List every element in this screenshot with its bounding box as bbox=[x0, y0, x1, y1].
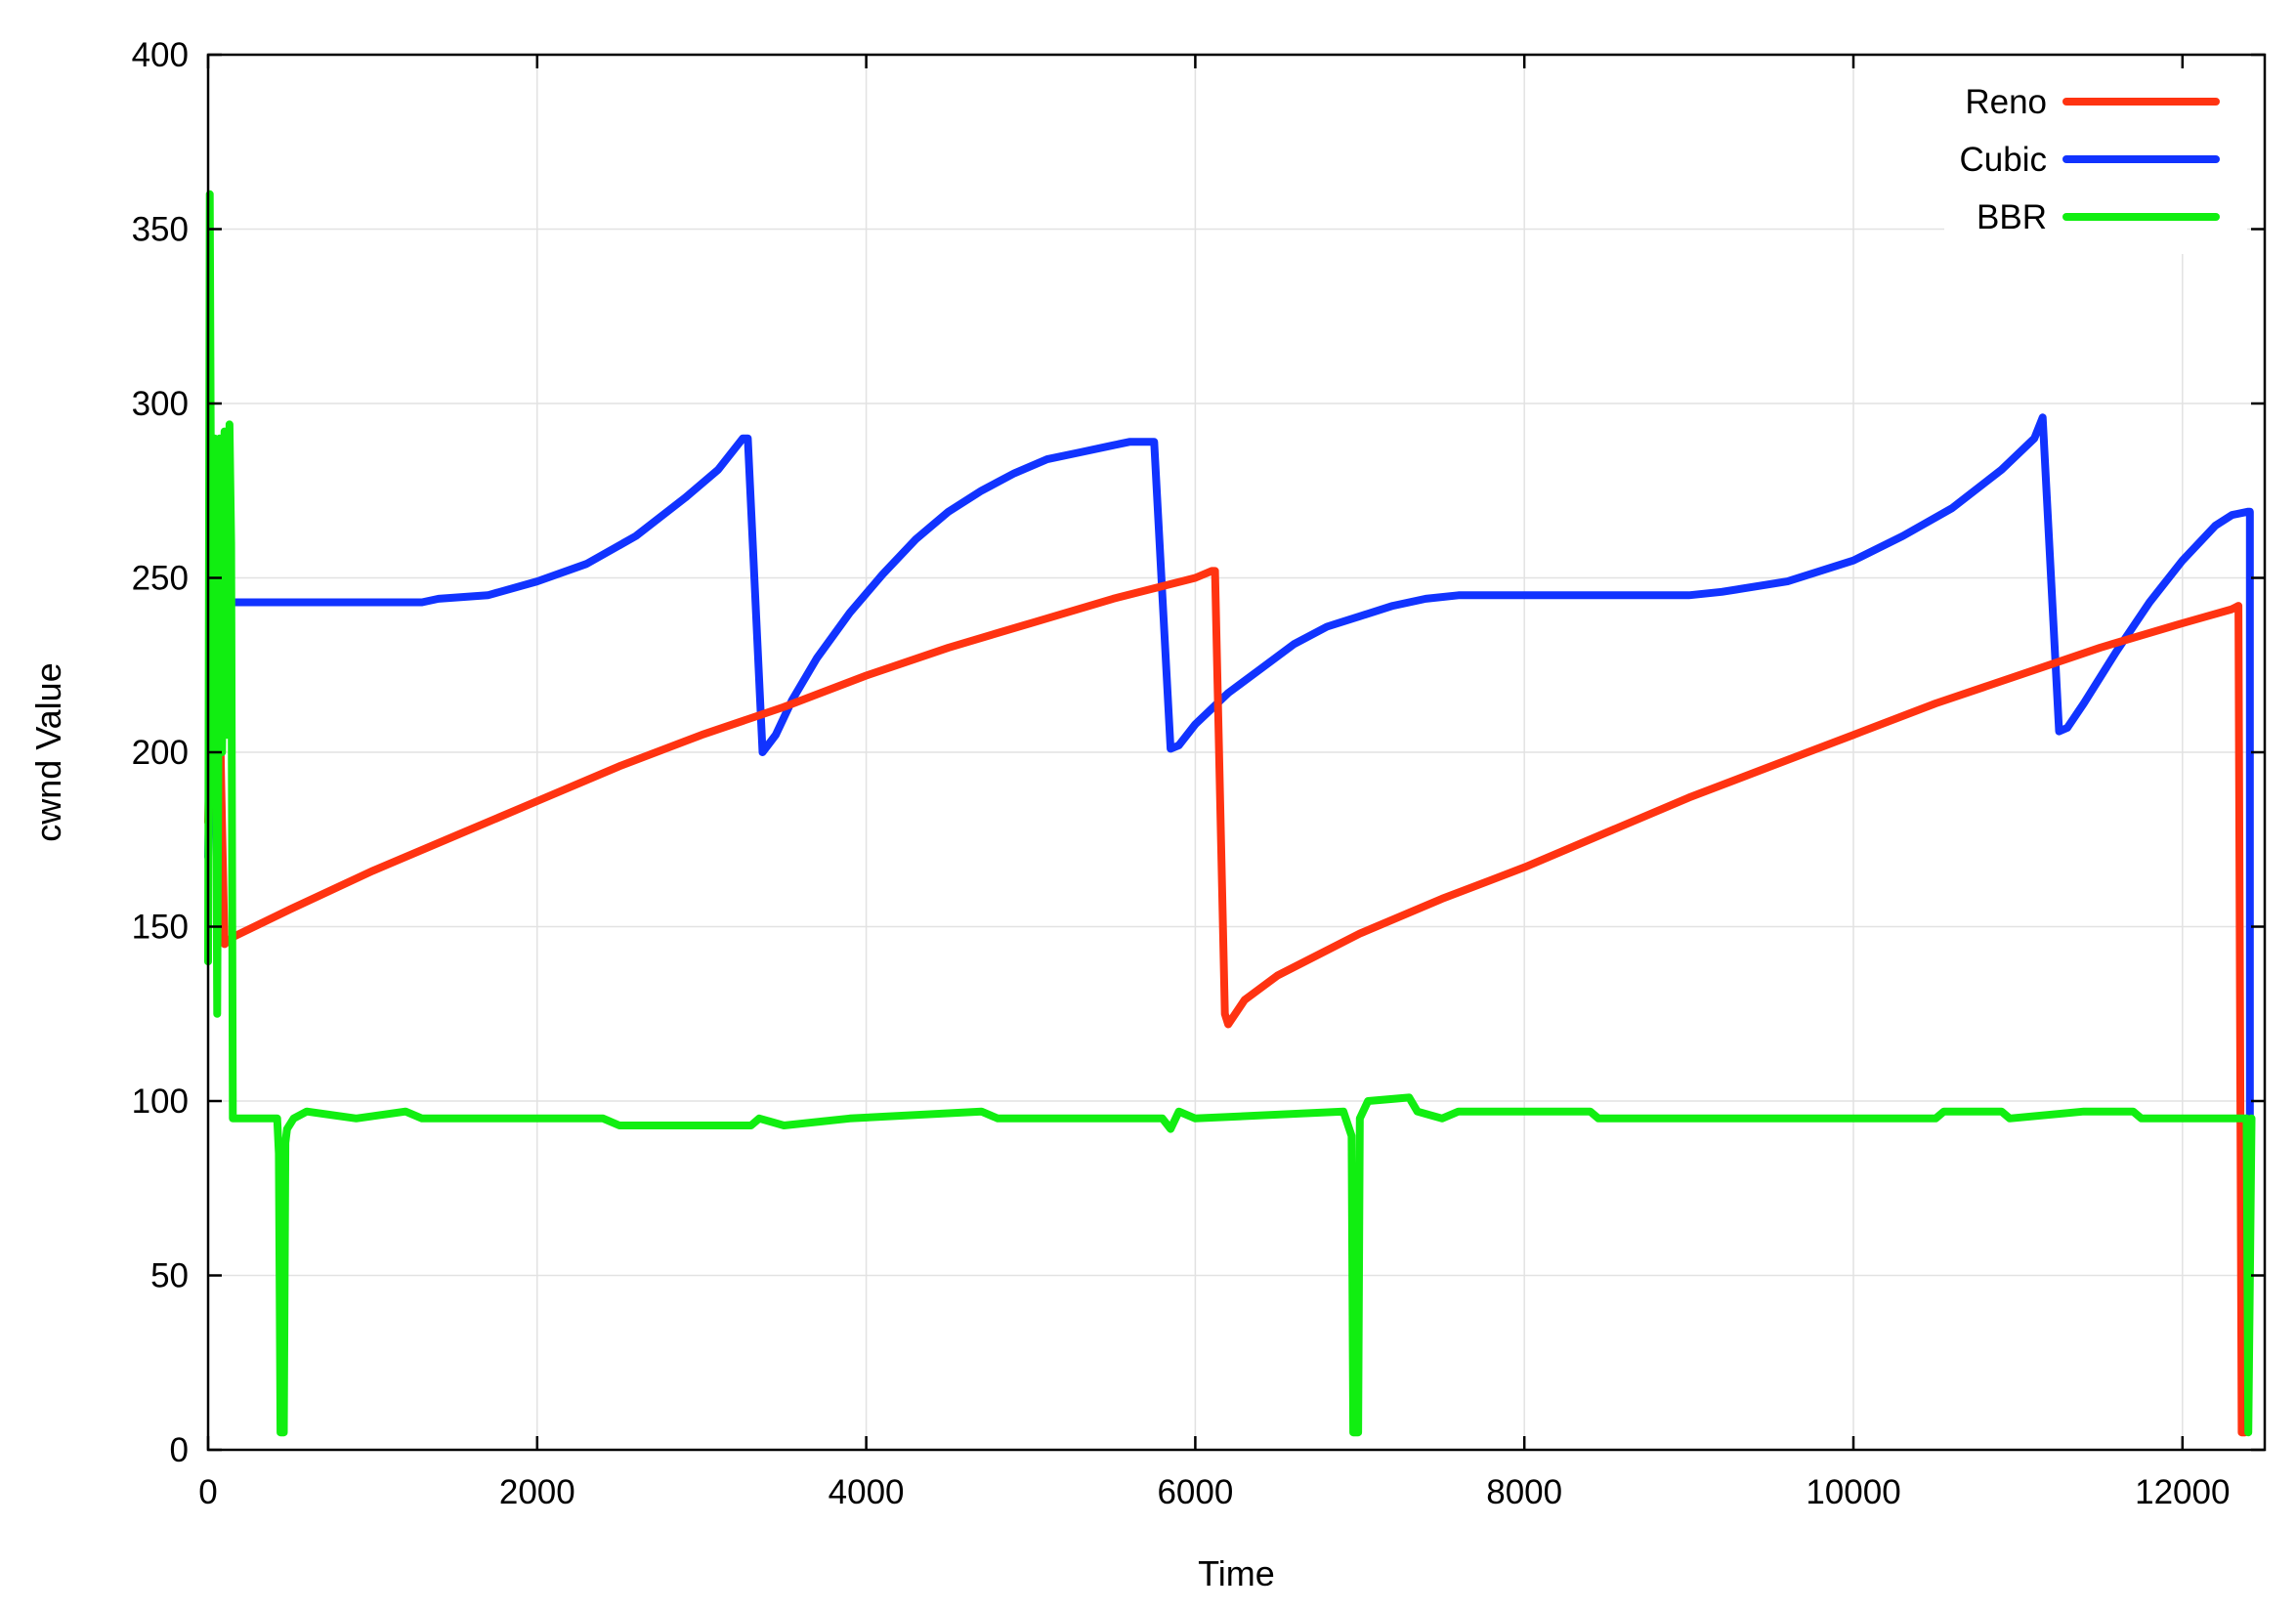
series-line-reno bbox=[204, 567, 2249, 1437]
x-tick-label: 12000 bbox=[2135, 1473, 2230, 1511]
x-tick-label: 4000 bbox=[829, 1473, 905, 1511]
y-tick-label: 150 bbox=[132, 909, 189, 947]
x-tick-label: 8000 bbox=[1486, 1473, 1562, 1511]
grid bbox=[207, 54, 2265, 1451]
y-tick-label: 350 bbox=[132, 211, 189, 249]
y-tick-label: 50 bbox=[150, 1257, 189, 1295]
y-tick-label: 100 bbox=[132, 1082, 189, 1121]
y-tick-label: 0 bbox=[170, 1431, 189, 1469]
legend-label-bbr: BBR bbox=[1977, 198, 2047, 236]
y-tick-label: 200 bbox=[132, 734, 189, 772]
y-tick-label: 300 bbox=[132, 385, 189, 423]
x-axis-title: Time bbox=[1198, 1553, 1275, 1593]
series-layer bbox=[204, 190, 2256, 1437]
legend-label-cubic: Cubic bbox=[1960, 141, 2047, 179]
x-tick-label: 6000 bbox=[1157, 1473, 1233, 1511]
y-axis-title: cwnd Value bbox=[28, 662, 68, 841]
series-line-bbr bbox=[204, 190, 2256, 1437]
x-tick-label: 2000 bbox=[499, 1473, 575, 1511]
y-tick-label: 400 bbox=[132, 36, 189, 74]
x-tick-label: 10000 bbox=[1806, 1473, 1900, 1511]
axis-ticks: 0 2000 4000 6000 8000 10000 12000 0 50 100 150 200 2… bbox=[132, 36, 2265, 1511]
legend: Reno Cubic BBR bbox=[1944, 68, 2247, 254]
legend-label-reno: Reno bbox=[1965, 83, 2047, 121]
x-tick-label: 0 bbox=[198, 1473, 217, 1511]
y-tick-label: 250 bbox=[132, 560, 189, 598]
series-line-cubic bbox=[204, 413, 2254, 1123]
